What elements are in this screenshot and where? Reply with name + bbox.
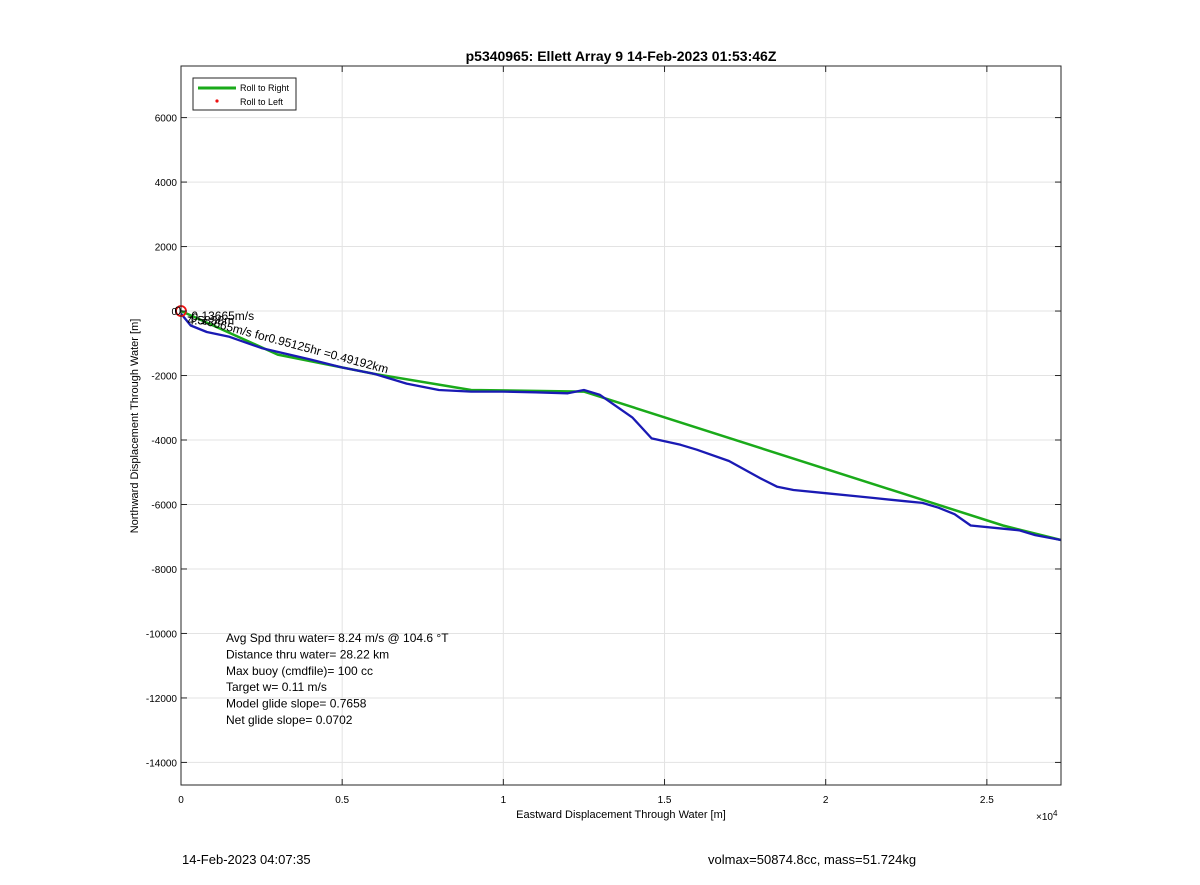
stats-line: Distance thru water= 28.22 km (226, 647, 389, 661)
axes: 0 0.5 1 1.5 2 2.5 6000 4000 2000 0 -2000 -4000 -6000… (146, 66, 1061, 806)
series-roll-right-line (180, 309, 1062, 542)
y-tick-label: -2000 (151, 372, 177, 383)
plot-area (181, 66, 1061, 785)
legend-roll-left-label: Roll to Left (240, 97, 284, 107)
x-tick-label: 1.5 (658, 795, 672, 806)
x-tick-label: 2.5 (980, 795, 994, 806)
stats-textbox: Avg Spd thru water= 8.24 m/s @ 104.6 °T D… (226, 631, 449, 727)
x-tick-label: 2 (823, 795, 829, 806)
y-tick-label: 0 (171, 307, 177, 318)
stats-line: Net glide slope= 0.0702 (226, 713, 353, 727)
track-annotation: 0 (175, 304, 182, 318)
stats-line: Max buoy (cmdfile)= 100 cc (226, 664, 373, 678)
y-tick-label: -6000 (151, 500, 177, 511)
x-tick-label: 0.5 (335, 795, 349, 806)
legend-box (192, 77, 297, 111)
plot-frame (180, 65, 1062, 786)
footer-timestamp: 14-Feb-2023 04:07:35 (182, 852, 311, 867)
x-tick-label: 0 (178, 795, 184, 806)
x-tick-label: 1 (501, 795, 507, 806)
y-axis-label: Northward Displacement Through Water [m] (129, 319, 141, 534)
y-tick-label: 4000 (155, 178, 178, 189)
y-tick-label: -10000 (146, 629, 178, 640)
legend-roll-right-label: Roll to Right (240, 83, 290, 93)
stats-line: Model glide slope= 0.7658 (226, 697, 367, 711)
stats-line: Avg Spd thru water= 8.24 m/s @ 104.6 °T (226, 631, 449, 645)
footer-volmax-mass: volmax=50874.8cc, mass=51.724kg (708, 852, 917, 867)
track-annotation: -0.13665m/s (187, 309, 254, 323)
y-tick-label: -14000 (146, 758, 178, 769)
y-tick-label: -8000 (151, 565, 177, 576)
y-tick-label: -4000 (151, 436, 177, 447)
y-tick-label: -12000 (146, 694, 178, 705)
legend: Roll to Right Roll to Left (192, 77, 297, 111)
y-tick-label: 2000 (155, 243, 178, 254)
series-track-line (180, 312, 1062, 542)
legend-roll-left-swatch (215, 99, 219, 103)
y-tick-label: 6000 (155, 114, 178, 125)
x-axis-label: Eastward Displacement Through Water [m] (516, 809, 726, 821)
track-annotation: 4.5838m (187, 314, 234, 328)
stats-line: Target w= 0.11 m/s (226, 680, 327, 694)
grid-lines (180, 66, 1061, 785)
x-exponent-label: ×104 (1036, 809, 1058, 823)
chart-title: p5340965: Ellett Array 9 14-Feb-2023 01:… (466, 48, 777, 64)
